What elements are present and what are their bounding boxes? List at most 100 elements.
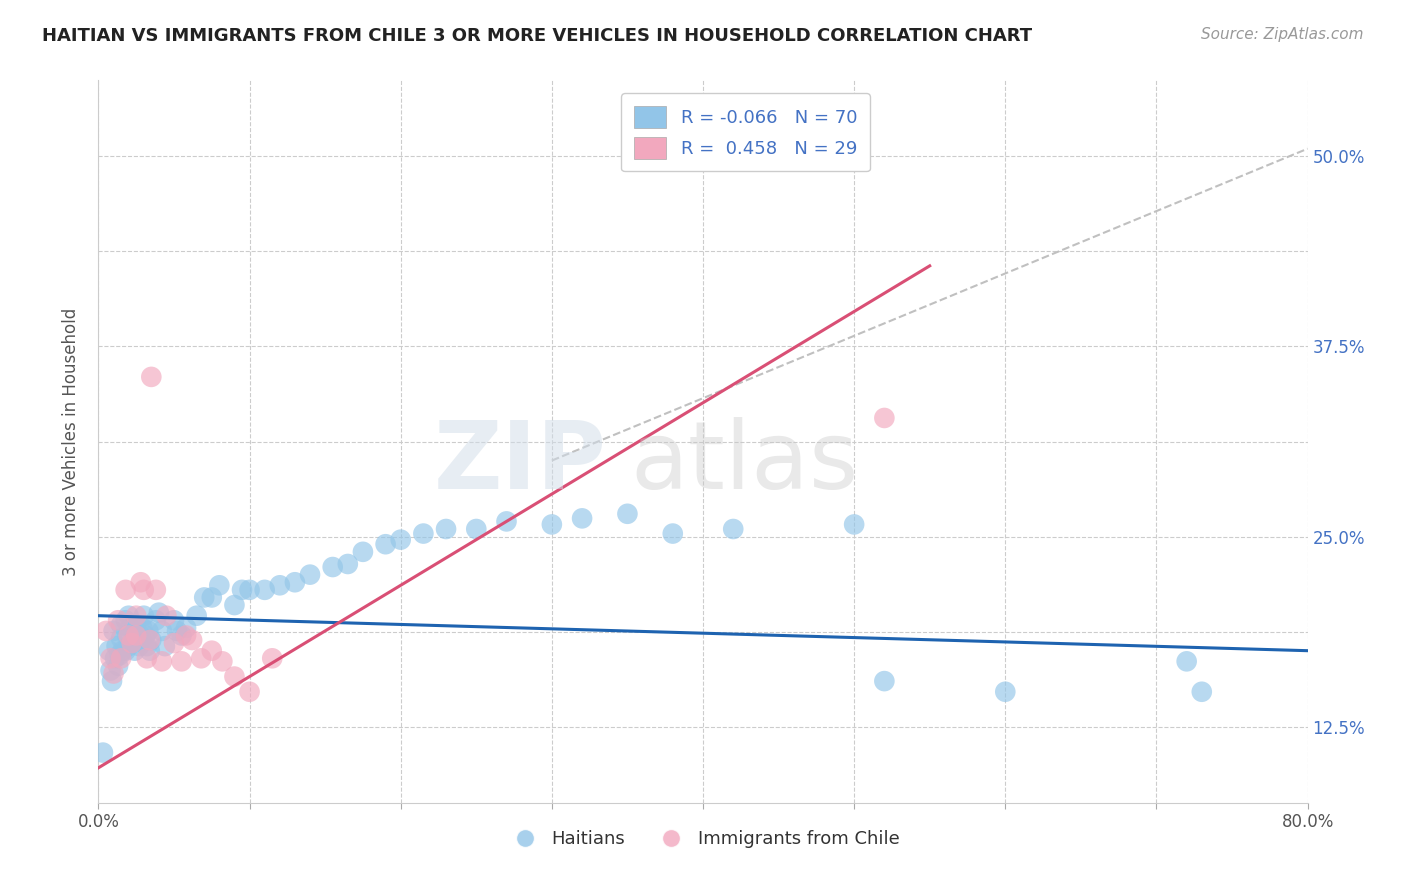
Point [186,608,208,623]
Point [174,621,197,635]
Point [135,651,157,665]
Point [125,628,148,642]
Point [118,608,141,623]
Point [153,639,176,653]
Point [224,669,246,683]
Point [540,517,562,532]
Point [163,613,186,627]
Point [322,560,344,574]
Point [128,639,150,653]
Point [125,608,148,623]
Point [118,639,141,653]
Point [269,578,291,592]
Point [110,632,132,646]
Point [170,654,193,668]
Point [131,621,153,635]
Point [299,567,322,582]
Point [208,578,231,592]
Point [231,582,253,597]
Point [139,643,162,657]
Point [239,685,262,699]
Point [124,643,146,657]
Point [465,522,488,536]
Point [104,651,127,665]
Text: atlas: atlas [630,417,859,509]
Point [201,643,224,657]
Point [495,515,517,529]
Point [118,628,141,642]
Point [114,613,136,627]
Point [139,633,162,648]
Point [141,370,163,384]
Point [136,624,159,638]
Point [150,654,173,668]
Point [174,628,197,642]
Point [107,613,129,627]
Point [132,582,155,597]
Point [121,636,143,650]
Point [108,648,131,663]
Point [844,517,866,532]
Point [114,582,136,597]
Point [103,624,125,638]
Point [1191,685,1213,699]
Text: Source: ZipAtlas.com: Source: ZipAtlas.com [1201,27,1364,42]
Point [389,533,412,547]
Point [262,651,284,665]
Point [873,411,896,425]
Point [107,659,129,673]
Point [129,575,152,590]
Point [661,526,683,541]
Point [181,633,204,648]
Point [190,651,212,665]
Point [122,624,145,638]
Point [571,511,593,525]
Point [111,643,134,657]
Point [434,522,457,536]
Point [150,624,173,638]
Point [224,598,246,612]
Point [253,582,276,597]
Point [94,624,117,638]
Point [336,557,359,571]
Point [163,636,186,650]
Point [374,537,396,551]
Point [170,628,193,642]
Point [105,639,128,653]
Point [723,522,745,536]
Legend: Haitians, Immigrants from Chile: Haitians, Immigrants from Chile [499,822,907,855]
Point [1175,654,1198,668]
Point [284,575,307,590]
Point [141,633,163,648]
Point [101,674,124,689]
Point [211,654,233,668]
Point [100,651,122,665]
Point [120,621,142,635]
Point [873,674,896,689]
Point [100,664,122,678]
Y-axis label: 3 or more Vehicles in Household: 3 or more Vehicles in Household [62,308,80,575]
Point [994,685,1017,699]
Point [166,624,188,638]
Point [110,617,132,632]
Text: HAITIAN VS IMMIGRANTS FROM CHILE 3 OR MORE VEHICLES IN HOUSEHOLD CORRELATION CHA: HAITIAN VS IMMIGRANTS FROM CHILE 3 OR MO… [42,27,1032,45]
Point [114,643,136,657]
Point [125,617,148,632]
Point [145,613,167,627]
Point [98,643,121,657]
Point [110,651,132,665]
Point [616,507,638,521]
Point [352,545,374,559]
Point [155,608,177,623]
Point [193,591,215,605]
Point [201,591,224,605]
Point [135,639,157,653]
Point [127,633,149,648]
Point [129,628,152,642]
Point [134,628,156,642]
Point [103,666,125,681]
Point [148,606,170,620]
Point [145,582,167,597]
Point [91,746,114,760]
Point [121,636,143,650]
